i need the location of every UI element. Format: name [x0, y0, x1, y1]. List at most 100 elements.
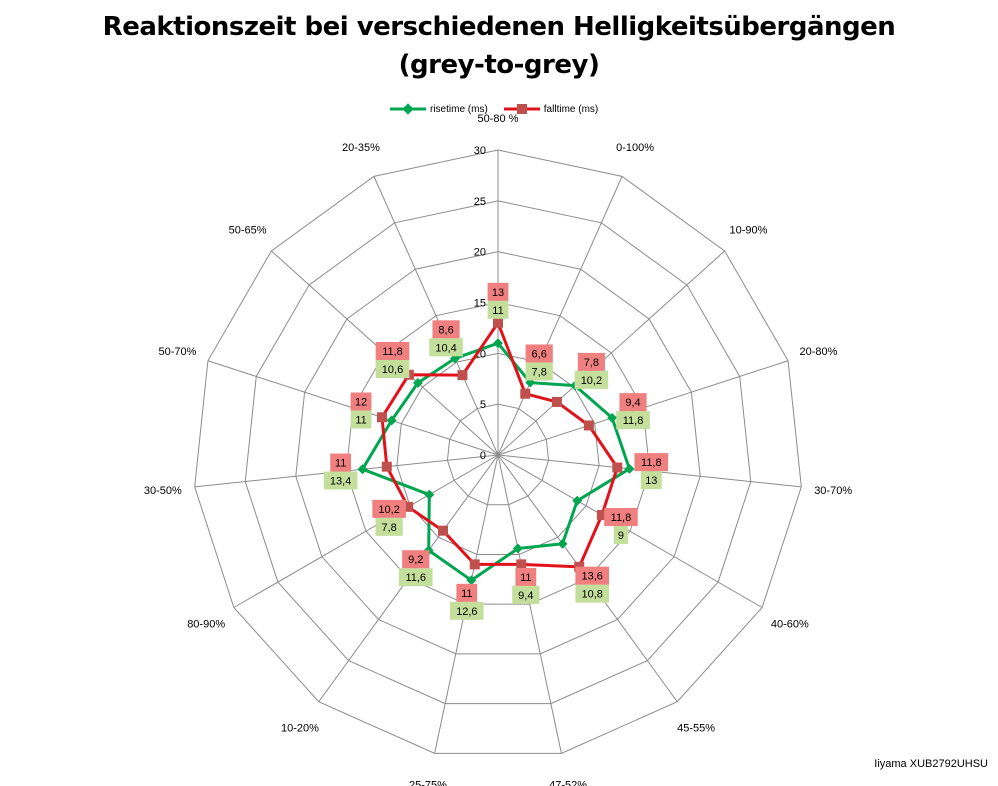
grid-spoke — [497, 454, 763, 608]
point-falltime — [612, 462, 623, 473]
data-label-risetime: 12,6 — [456, 606, 477, 618]
legend-swatch-risetime — [390, 103, 426, 115]
radial-tick-label: 25 — [474, 196, 486, 208]
point-risetime — [607, 412, 618, 423]
point-risetime — [493, 338, 503, 349]
point-falltime — [520, 388, 531, 399]
data-label-bg-risetime — [449, 601, 484, 620]
radial-tick-label: 15 — [474, 298, 486, 310]
grid-ring-5 — [446, 403, 550, 506]
data-label-bg-risetime — [613, 525, 629, 544]
data-label-falltime: 7,8 — [584, 357, 599, 369]
data-label-bg-falltime — [575, 566, 610, 585]
data-label-bg-falltime — [372, 499, 406, 518]
data-label-risetime: 9 — [618, 530, 624, 542]
legend-item-risetime: risetime (ms) — [388, 100, 488, 118]
data-label-bg-risetime — [429, 338, 463, 357]
category-label: 45-55% — [677, 723, 715, 735]
grid-spoke — [233, 454, 499, 608]
data-label-falltime: 9,4 — [625, 397, 640, 409]
grid-spoke — [373, 176, 499, 456]
legend: risetime (ms) falltime (ms) — [388, 100, 612, 118]
category-label: 30-50% — [144, 485, 182, 497]
radial-tick-label: 0 — [480, 450, 486, 462]
grid-ring-20 — [295, 251, 701, 655]
data-label-bg-falltime — [577, 352, 606, 371]
data-label-falltime: 9,2 — [408, 554, 423, 566]
data-label-risetime: 10,8 — [581, 589, 602, 601]
legend-item-falltime: falltime (ms) — [502, 100, 598, 118]
radar-grid — [194, 149, 802, 754]
data-label-bg-risetime — [350, 410, 372, 429]
data-label-bg-risetime — [375, 360, 410, 379]
point-risetime — [572, 495, 583, 506]
data-label-bg-falltime — [402, 550, 430, 569]
category-label: 30-70% — [814, 485, 852, 497]
point-risetime — [424, 489, 435, 500]
data-label-falltime: 13 — [492, 287, 504, 299]
data-label-bg-risetime — [574, 370, 609, 389]
data-label-falltime: 8,6 — [438, 324, 453, 336]
grid-ring-25 — [244, 200, 752, 705]
data-label-bg-falltime — [432, 320, 460, 339]
data-labels: 11 7,8 10,2 11,8 13 9 10,8 9,4 12,6 11,6 7,8 13,4 11… — [323, 282, 669, 620]
data-label-risetime: 11 — [355, 415, 366, 427]
data-label-bg-risetime — [375, 517, 403, 536]
data-label-bg-risetime — [525, 362, 553, 381]
data-label-falltime: 11 — [461, 588, 472, 600]
legend-label-risetime: risetime (ms) — [430, 103, 488, 115]
data-label-falltime: 11,8 — [641, 457, 662, 469]
data-label-bg-falltime — [375, 342, 410, 361]
category-label: 80-90% — [187, 619, 225, 631]
data-label-falltime: 11,8 — [611, 512, 632, 524]
series-lines — [357, 317, 635, 586]
chart-title-line-2: (grey-to-grey) — [398, 50, 600, 80]
data-label-bg-falltime — [604, 507, 638, 526]
data-label-falltime: 10,2 — [378, 504, 399, 516]
category-label: 50-70% — [159, 346, 197, 358]
point-falltime — [403, 501, 414, 512]
data-label-risetime: 11,8 — [623, 415, 644, 427]
chart-title-line-1: Reaktionszeit bei verschiedenen Helligke… — [102, 12, 896, 42]
data-label-risetime: 13 — [645, 475, 657, 487]
category-label: 10-90% — [729, 225, 767, 237]
data-label-falltime: 13,6 — [581, 571, 602, 583]
point-falltime — [376, 412, 387, 423]
point-falltime — [583, 420, 594, 431]
data-label-bg-risetime — [616, 411, 650, 430]
legend-swatch-falltime — [503, 104, 540, 114]
data-label-falltime: 11 — [520, 572, 531, 584]
footer-model-label: Iiyama XUB2792UHSU — [874, 758, 988, 770]
legend-label-falltime: falltime (ms) — [543, 103, 599, 115]
data-label-risetime: 11 — [492, 305, 503, 317]
data-label-bg-risetime — [640, 471, 662, 490]
grid-ring-15 — [345, 301, 651, 605]
chart-title: Reaktionszeit bei verschiedenen Helligke… — [0, 8, 998, 84]
point-falltime — [381, 461, 392, 472]
data-label-bg-risetime — [323, 471, 358, 490]
grid-spoke — [497, 454, 562, 754]
data-label-falltime: 11 — [335, 458, 346, 470]
point-risetime — [412, 377, 423, 388]
point-risetime — [557, 538, 568, 549]
category-label: 25-75% — [409, 780, 447, 786]
point-falltime — [551, 396, 562, 407]
point-risetime — [386, 415, 397, 426]
data-label-risetime: 10,2 — [581, 375, 602, 387]
data-label-bg-falltime — [515, 567, 537, 586]
radial-tick-label: 5 — [480, 399, 486, 411]
point-risetime — [466, 575, 477, 586]
category-label: 50-65% — [229, 225, 267, 237]
data-label-bg-falltime — [634, 453, 669, 472]
point-falltime — [516, 559, 527, 570]
data-label-risetime: 10,4 — [435, 342, 456, 354]
point-risetime — [357, 464, 368, 475]
series-line-falltime — [380, 321, 619, 569]
data-label-bg-falltime — [525, 344, 553, 363]
data-label-bg-risetime — [487, 300, 509, 319]
grid-ring-10 — [396, 352, 600, 555]
data-label-falltime: 11,8 — [382, 346, 403, 358]
grid-spoke — [497, 250, 725, 456]
